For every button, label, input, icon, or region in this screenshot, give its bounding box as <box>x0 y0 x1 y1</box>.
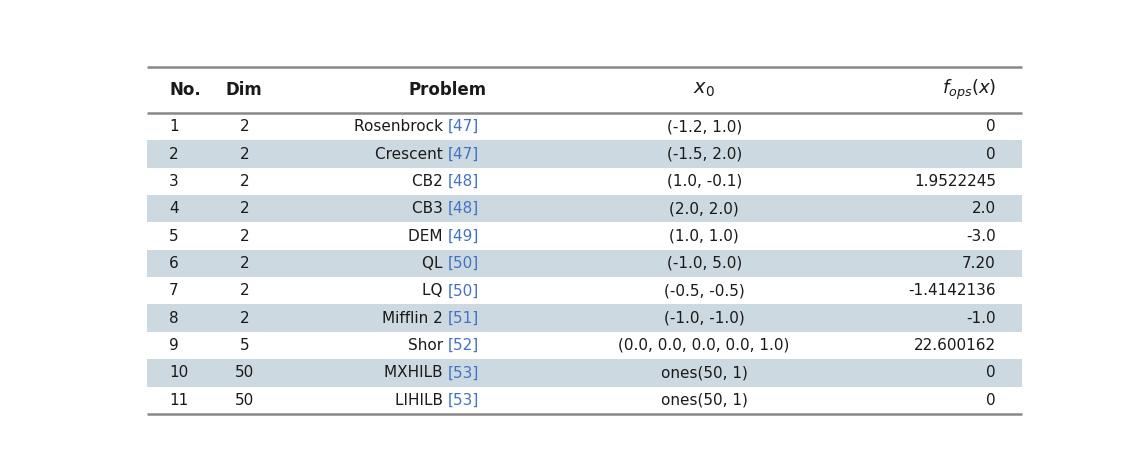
Text: 2: 2 <box>240 119 249 134</box>
Text: [47]: [47] <box>447 146 479 162</box>
Text: 0: 0 <box>986 146 996 162</box>
Text: Shor: Shor <box>407 338 447 353</box>
Text: ones(50, 1): ones(50, 1) <box>661 365 747 380</box>
Text: Dim: Dim <box>226 81 262 99</box>
Text: $f_{ops}(x)$: $f_{ops}(x)$ <box>941 78 996 102</box>
Text: 4: 4 <box>169 201 179 216</box>
Text: 2: 2 <box>240 283 249 299</box>
Text: 8: 8 <box>169 311 179 325</box>
Text: $x_0$: $x_0$ <box>694 80 715 100</box>
Text: 10: 10 <box>169 365 188 380</box>
Text: 6: 6 <box>169 256 179 271</box>
Text: [48]: [48] <box>447 201 479 216</box>
Bar <box>147 386 1022 414</box>
Text: Problem: Problem <box>408 81 487 99</box>
Bar <box>147 277 1022 305</box>
Text: [50]: [50] <box>447 256 479 271</box>
Bar <box>147 195 1022 222</box>
Bar <box>147 140 1022 168</box>
Text: 50: 50 <box>235 392 254 408</box>
Text: [51]: [51] <box>447 311 479 325</box>
Text: -1.4142136: -1.4142136 <box>908 283 996 299</box>
Text: (1.0, 1.0): (1.0, 1.0) <box>670 229 739 244</box>
Text: ones(50, 1): ones(50, 1) <box>661 392 747 408</box>
Text: [53]: [53] <box>447 392 479 408</box>
Text: 7: 7 <box>169 283 179 299</box>
Text: (-0.5, -0.5): (-0.5, -0.5) <box>664 283 745 299</box>
Text: -1.0: -1.0 <box>966 311 996 325</box>
Text: 2: 2 <box>240 256 249 271</box>
Bar <box>147 168 1022 195</box>
Bar <box>147 250 1022 277</box>
Bar <box>147 305 1022 332</box>
Text: No.: No. <box>169 81 201 99</box>
Text: [47]: [47] <box>447 119 479 134</box>
Text: 22.600162: 22.600162 <box>914 338 996 353</box>
Text: 2: 2 <box>240 146 249 162</box>
Text: 11: 11 <box>169 392 188 408</box>
Text: (-1.0, 5.0): (-1.0, 5.0) <box>666 256 742 271</box>
Text: 2: 2 <box>240 229 249 244</box>
Text: [53]: [53] <box>447 365 479 380</box>
Text: 1: 1 <box>169 119 179 134</box>
Text: 0: 0 <box>986 392 996 408</box>
Text: (0.0, 0.0, 0.0, 0.0, 1.0): (0.0, 0.0, 0.0, 0.0, 1.0) <box>618 338 790 353</box>
Text: 0: 0 <box>986 365 996 380</box>
Bar <box>147 113 1022 140</box>
Text: LQ: LQ <box>422 283 447 299</box>
Text: (-1.0, -1.0): (-1.0, -1.0) <box>664 311 745 325</box>
Text: 50: 50 <box>235 365 254 380</box>
Text: 2.0: 2.0 <box>972 201 996 216</box>
Text: 1.9522245: 1.9522245 <box>914 174 996 189</box>
Bar <box>147 332 1022 359</box>
Text: CB3: CB3 <box>412 201 447 216</box>
Text: QL: QL <box>422 256 447 271</box>
Text: 2: 2 <box>240 201 249 216</box>
Text: 9: 9 <box>169 338 179 353</box>
Text: [50]: [50] <box>447 283 479 299</box>
Text: Mifflin 2: Mifflin 2 <box>382 311 447 325</box>
Text: DEM: DEM <box>408 229 447 244</box>
Text: [49]: [49] <box>447 229 479 244</box>
Text: (1.0, -0.1): (1.0, -0.1) <box>666 174 742 189</box>
Text: 2: 2 <box>169 146 179 162</box>
Text: [48]: [48] <box>447 174 479 189</box>
Text: Rosenbrock: Rosenbrock <box>354 119 447 134</box>
Text: (-1.2, 1.0): (-1.2, 1.0) <box>666 119 742 134</box>
Text: -3.0: -3.0 <box>966 229 996 244</box>
Bar <box>147 359 1022 386</box>
Text: 5: 5 <box>240 338 249 353</box>
Text: 0: 0 <box>986 119 996 134</box>
Text: [52]: [52] <box>447 338 479 353</box>
Text: LIHILB: LIHILB <box>395 392 447 408</box>
Text: 2: 2 <box>240 311 249 325</box>
Text: 7.20: 7.20 <box>962 256 996 271</box>
Bar <box>147 222 1022 250</box>
Text: Crescent: Crescent <box>375 146 447 162</box>
Text: CB2: CB2 <box>412 174 447 189</box>
Text: (-1.5, 2.0): (-1.5, 2.0) <box>666 146 742 162</box>
Text: 5: 5 <box>169 229 179 244</box>
Text: MXHILB: MXHILB <box>385 365 447 380</box>
Text: 3: 3 <box>169 174 179 189</box>
Text: (2.0, 2.0): (2.0, 2.0) <box>670 201 739 216</box>
Text: 2: 2 <box>240 174 249 189</box>
